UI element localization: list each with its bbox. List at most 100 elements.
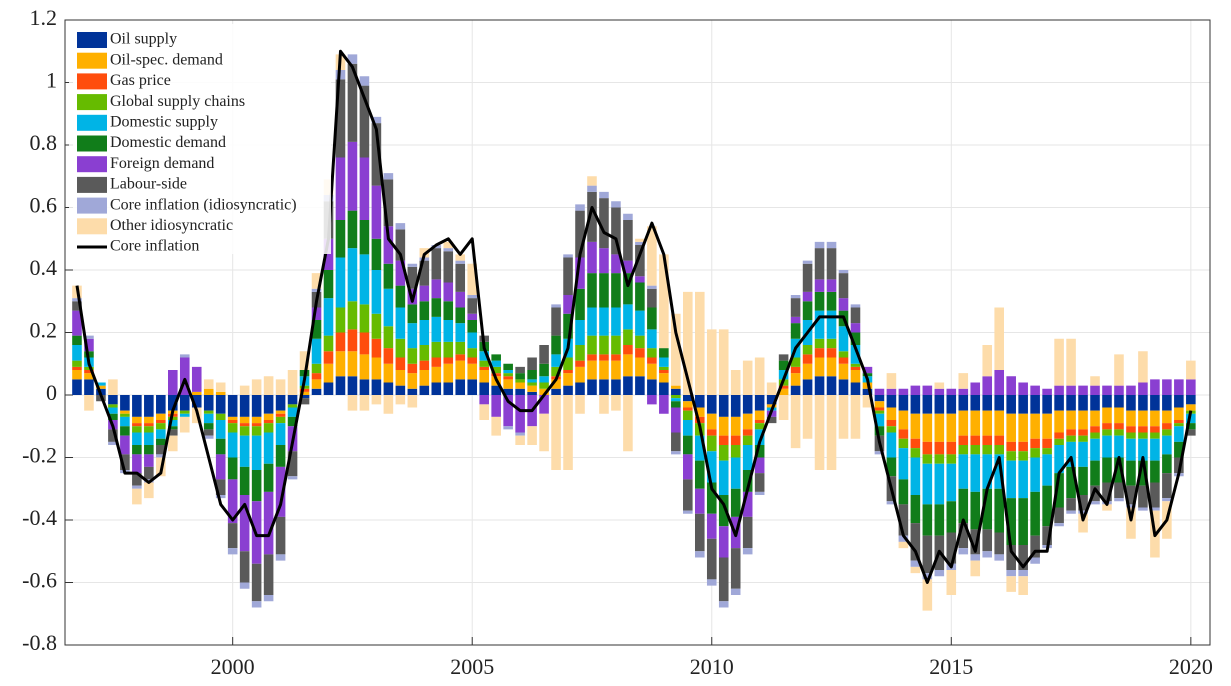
- bar-segment: [1030, 491, 1040, 536]
- bar-segment: [611, 254, 621, 274]
- bar-segment: [1090, 376, 1100, 386]
- bar-segment: [671, 401, 681, 408]
- x-tick-label: 2020: [1169, 654, 1213, 679]
- bar-segment: [311, 373, 322, 380]
- bar-segment: [227, 395, 238, 417]
- bar-segment: [611, 335, 621, 355]
- bar-segment: [910, 438, 921, 449]
- bar-segment: [467, 263, 478, 295]
- bar-segment: [599, 198, 609, 249]
- bar-segment: [982, 410, 993, 436]
- bar-segment: [958, 435, 969, 445]
- bar-segment: [718, 416, 729, 436]
- bar-segment: [203, 395, 214, 411]
- bar-segment: [215, 420, 226, 439]
- bar-segment: [922, 504, 933, 536]
- bar-segment: [1102, 482, 1112, 502]
- bar-segment: [850, 363, 861, 367]
- bar-segment: [539, 345, 549, 364]
- bar-segment: [503, 363, 513, 370]
- bar-segment: [886, 426, 897, 433]
- bar-segment: [371, 270, 382, 314]
- bar-segment: [898, 448, 909, 480]
- bar-segment: [515, 388, 525, 395]
- bar-segment: [156, 454, 166, 458]
- bar-segment: [694, 460, 705, 489]
- bar-segment: [982, 529, 993, 552]
- bar-segment: [311, 388, 322, 395]
- legend-label: Oil supply: [110, 31, 177, 48]
- bar-segment: [683, 479, 693, 511]
- bar-segment: [742, 548, 753, 555]
- bar-segment: [742, 360, 753, 395]
- bar-segment: [766, 404, 777, 408]
- bar-segment: [647, 285, 657, 289]
- bar-segment: [1186, 395, 1196, 405]
- bar-segment: [1138, 507, 1148, 511]
- bar-segment: [946, 395, 957, 414]
- bar-segment: [718, 557, 729, 602]
- bar-segment: [778, 360, 789, 370]
- bar-segment: [563, 254, 573, 258]
- bar-segment: [1126, 426, 1136, 433]
- x-tick-label: 2010: [690, 654, 734, 679]
- bar-segment: [838, 395, 849, 439]
- bar-segment: [287, 395, 298, 405]
- bar-segment: [311, 338, 322, 364]
- bar-segment: [994, 370, 1004, 395]
- bar-segment: [1078, 395, 1088, 411]
- bar-segment: [335, 351, 346, 377]
- bar-segment: [1030, 457, 1040, 492]
- bar-segment: [958, 488, 969, 524]
- bar-segment: [706, 538, 717, 580]
- bar-segment: [215, 413, 226, 420]
- bar-segment: [874, 410, 885, 414]
- bar-segment: [1006, 441, 1016, 452]
- bar-segment: [443, 341, 454, 358]
- bar-segment: [1006, 376, 1016, 395]
- bar-segment: [790, 385, 801, 395]
- bar-segment: [1078, 410, 1088, 430]
- legend-label: Other idiosyncratic: [110, 217, 233, 234]
- bar-segment: [108, 379, 118, 395]
- bar-segment: [1150, 379, 1160, 395]
- bar-segment: [1018, 413, 1028, 442]
- bar-segment: [323, 335, 334, 352]
- x-tick-label: 2005: [450, 654, 494, 679]
- bar-segment: [874, 388, 885, 395]
- bar-segment: [132, 445, 142, 455]
- bar-segment: [946, 463, 957, 502]
- bar-segment: [347, 351, 358, 377]
- bar-segment: [479, 366, 489, 370]
- bar-segment: [958, 395, 969, 411]
- bar-segment: [946, 388, 957, 395]
- bar-segment: [742, 395, 753, 414]
- bar-segment: [970, 445, 981, 455]
- bar-segment: [251, 423, 262, 427]
- bar-segment: [742, 435, 753, 445]
- bar-segment: [1054, 438, 1064, 445]
- bar-segment: [790, 357, 801, 367]
- bar-segment: [575, 204, 585, 211]
- bar-segment: [623, 260, 633, 274]
- bar-segment: [706, 329, 717, 395]
- bar-segment: [371, 116, 382, 124]
- bar-segment: [156, 445, 166, 455]
- bar-segment: [838, 357, 849, 364]
- bar-segment: [263, 376, 274, 395]
- bar-segment: [179, 410, 190, 414]
- bar-segment: [395, 370, 406, 386]
- bar-segment: [563, 373, 573, 386]
- bar-segment: [467, 313, 478, 320]
- legend-label: Gas price: [110, 72, 171, 89]
- bar-segment: [239, 495, 250, 552]
- bar-segment: [754, 395, 765, 411]
- bar-segment: [539, 363, 549, 377]
- bar-segment: [1114, 429, 1124, 436]
- bar-segment: [311, 288, 322, 292]
- bar-segment: [407, 266, 418, 289]
- bar-segment: [144, 423, 154, 427]
- bar-segment: [1030, 535, 1040, 558]
- bar-segment: [144, 395, 154, 417]
- bar-segment: [1126, 485, 1136, 505]
